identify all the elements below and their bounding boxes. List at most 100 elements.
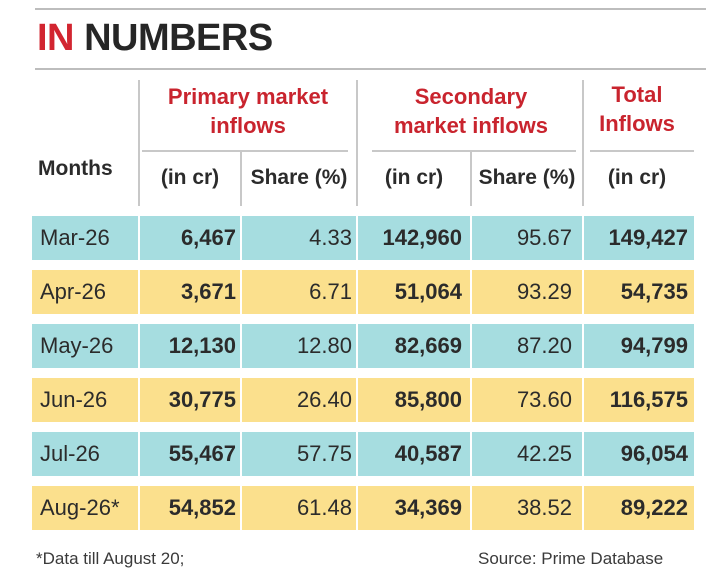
table-row: Jun-26 30,775 26.40 85,800 73.60 116,575 [32, 378, 694, 422]
row-separator [470, 270, 472, 314]
cell-total: 116,575 [609, 387, 688, 412]
header-total-line1: Total [611, 82, 663, 107]
cell-secondary-share: 87.20 [516, 333, 572, 358]
row-separator [582, 216, 584, 260]
row-separator [138, 432, 140, 476]
table-row: Aug-26* 54,852 61.48 34,369 38.52 89,222 [32, 486, 694, 530]
row-separator [138, 216, 140, 260]
cell-total: 94,799 [620, 333, 688, 358]
cell-month: May-26 [40, 333, 114, 358]
title-accent: IN [37, 17, 75, 59]
header-secondary-rule [372, 150, 576, 152]
row-separator [470, 216, 472, 260]
subheader-total-cr: (in cr) [607, 166, 667, 189]
cell-primary-share: 26.40 [296, 387, 352, 412]
cell-primary-share: 6.71 [309, 279, 352, 304]
table-row: Apr-26 3,671 6.71 51,064 93.29 54,735 [32, 270, 694, 314]
header-secondary: Secondary market inflows [358, 82, 584, 140]
cell-secondary: 85,800 [394, 387, 462, 412]
row-separator [582, 378, 584, 422]
cell-secondary-share: 73.60 [516, 387, 572, 412]
row-separator [356, 324, 358, 368]
header-secondary-line2: market inflows [393, 113, 549, 138]
row-separator [356, 378, 358, 422]
row-separator [582, 324, 584, 368]
cell-primary-share: 4.33 [309, 225, 352, 250]
header-total: Total Inflows [584, 80, 690, 138]
header-total-rule [590, 150, 694, 152]
cell-total: 54,735 [620, 279, 688, 304]
cell-primary: 55,467 [168, 441, 236, 466]
row-separator [582, 432, 584, 476]
cell-primary: 30,775 [168, 387, 236, 412]
header-primary: Primary market inflows [140, 82, 356, 140]
cell-secondary-share: 38.52 [516, 495, 572, 520]
row-separator [582, 486, 584, 530]
header-divider-months [138, 80, 140, 206]
header-secondary-line1: Secondary [414, 84, 528, 109]
table-row: Mar-26 6,467 4.33 142,960 95.67 149,427 [32, 216, 694, 260]
row-separator [240, 432, 242, 476]
subheader-primary-share: Share (%) [250, 166, 348, 189]
cell-month: Jun-26 [40, 387, 108, 412]
header-months: Months [38, 157, 113, 180]
row-separator [240, 378, 242, 422]
header-divider-secondary-sub [470, 150, 472, 206]
row-separator [138, 324, 140, 368]
row-separator [240, 324, 242, 368]
row-separator [240, 270, 242, 314]
header-divider-primary [356, 80, 358, 206]
row-separator [356, 216, 358, 260]
row-separator [356, 432, 358, 476]
table-row: Jul-26 55,467 57.75 40,587 42.25 96,054 [32, 432, 694, 476]
footnote: *Data till August 20; [36, 549, 185, 568]
subheader-primary-cr: (in cr) [160, 166, 220, 189]
header-divider-secondary [582, 80, 584, 206]
header-primary-rule [142, 150, 348, 152]
page-title: IN NUMBERS [37, 16, 273, 60]
source-note: Source: Prime Database [478, 549, 664, 568]
top-rule [35, 8, 706, 10]
cell-secondary: 51,064 [394, 279, 462, 304]
cell-month: Aug-26* [40, 495, 120, 520]
row-separator [138, 270, 140, 314]
row-separator [470, 432, 472, 476]
cell-total: 149,427 [608, 225, 688, 250]
cell-secondary: 40,587 [394, 441, 462, 466]
cell-month: Jul-26 [40, 441, 100, 466]
header-primary-line1: Primary market [167, 84, 329, 109]
cell-month: Mar-26 [40, 225, 110, 250]
cell-secondary-share: 95.67 [516, 225, 572, 250]
row-separator [138, 486, 140, 530]
row-separator [356, 486, 358, 530]
cell-secondary-share: 93.29 [516, 279, 572, 304]
title-rest: NUMBERS [84, 17, 273, 59]
cell-total: 96,054 [620, 441, 688, 466]
row-separator [470, 378, 472, 422]
cell-secondary: 82,669 [394, 333, 462, 358]
row-separator [582, 270, 584, 314]
row-separator [240, 216, 242, 260]
subheader-secondary-share: Share (%) [478, 166, 576, 189]
row-separator [356, 270, 358, 314]
cell-secondary-share: 42.25 [516, 441, 572, 466]
cell-primary: 6,467 [180, 225, 236, 250]
row-separator [470, 324, 472, 368]
row-separator [138, 378, 140, 422]
cell-secondary: 34,369 [394, 495, 462, 520]
cell-primary: 54,852 [168, 495, 236, 520]
cell-primary: 3,671 [180, 279, 236, 304]
header-total-line2: Inflows [599, 111, 675, 136]
cell-primary-share: 12.80 [296, 333, 352, 358]
title-rule [35, 68, 706, 70]
subheader-secondary-cr: (in cr) [384, 166, 444, 189]
row-separator [240, 486, 242, 530]
header-primary-line2: inflows [210, 113, 286, 138]
cell-month: Apr-26 [40, 279, 107, 304]
cell-primary-share: 61.48 [296, 495, 352, 520]
cell-total: 89,222 [620, 495, 688, 520]
header-divider-primary-sub [240, 150, 242, 206]
table-row: May-26 12,130 12.80 82,669 87.20 94,799 [32, 324, 694, 368]
row-separator [470, 486, 472, 530]
cell-secondary: 142,960 [382, 225, 462, 250]
